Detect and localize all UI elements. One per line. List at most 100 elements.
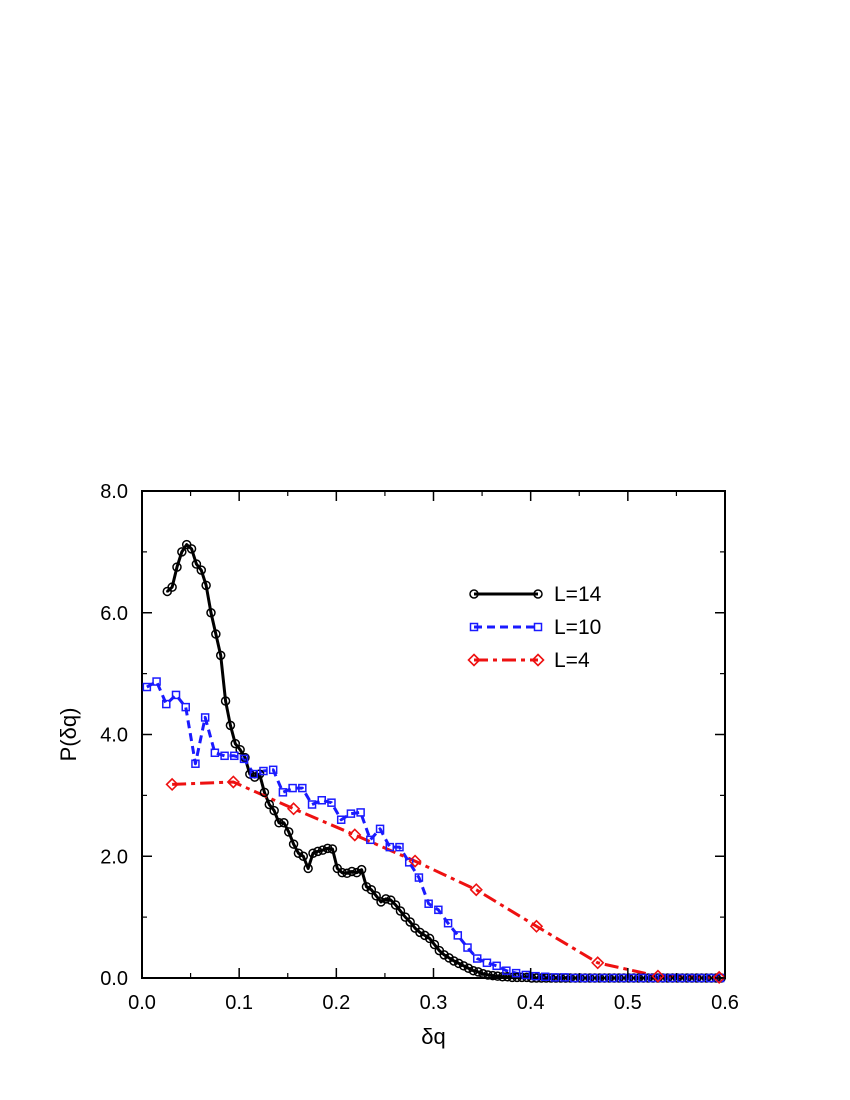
data-point-0 [429,939,440,950]
data-point-0 [415,927,425,938]
data-point-0 [478,968,488,979]
data-point-0 [317,845,328,855]
data-point-dot-0 [428,937,431,940]
data-point-1 [210,748,220,758]
data-point-dot-0 [234,742,237,745]
data-point-0 [279,818,289,828]
data-point-1 [307,800,317,809]
data-point-dot-0 [404,915,407,919]
data-point-1 [531,971,540,981]
data-point-1 [278,788,288,797]
data-point-1 [677,973,686,983]
data-point-1 [375,824,385,834]
data-point-1 [434,905,443,915]
data-point-2 [408,854,422,868]
data-point-2 [529,919,544,933]
data-point-1 [191,759,200,768]
data-point-dot-0 [292,842,295,846]
data-point-1 [414,873,424,882]
data-point-0 [439,950,449,960]
data-point-0 [342,868,352,879]
data-point-0 [376,897,386,907]
data-point-0 [293,848,304,858]
data-point-0 [220,696,231,706]
data-point-dot-0 [229,724,232,727]
data-point-dot-0 [170,585,174,589]
data-point-dot-0 [190,547,193,551]
data-point-1 [356,808,365,817]
data-point-1 [200,713,210,722]
data-point-dot-0 [302,855,305,858]
data-point-0 [381,894,391,904]
legend-marker-0 [533,589,543,599]
data-point-0 [186,544,197,554]
data-point-0 [361,881,372,892]
data-point-1 [404,858,414,867]
data-point-0 [264,799,275,810]
data-point-1 [142,682,152,692]
data-point-1 [259,766,268,776]
y-tick-label: 4.0 [100,725,128,747]
data-point-dot-0 [399,909,402,913]
data-point-0 [269,805,279,816]
data-point-1 [579,973,589,983]
ticks-layer [141,490,726,979]
data-point-dot-0 [379,900,383,904]
marker-layer [142,539,726,985]
data-point-1 [463,943,472,952]
data-point-1 [472,954,482,963]
data-point-1 [152,677,161,686]
data-point-0 [303,863,313,874]
data-point-0 [444,953,454,963]
data-point-1 [618,973,628,983]
data-point-dot-0 [238,748,242,751]
data-point-dot-0 [209,611,213,614]
data-point-dot-0 [418,931,422,934]
legend-marker-1 [533,622,543,632]
data-point-2 [165,777,179,792]
data-point-dot-0 [365,885,368,888]
x-tick-label: 0.3 [420,992,448,1014]
data-point-0 [468,965,479,976]
data-point-2 [226,775,240,789]
data-point-0 [172,562,182,572]
data-point-0 [454,958,464,969]
data-point-1 [327,798,336,807]
data-point-0 [351,867,362,878]
data-point-dot-0 [394,903,397,907]
data-point-2 [712,970,726,985]
data-point-1 [686,973,696,983]
data-point-1 [162,699,171,709]
legend-marker-1 [469,622,479,632]
data-point-1 [288,783,297,793]
data-point-0 [230,738,241,749]
data-point-0 [191,559,202,569]
data-point-0 [235,744,245,755]
data-point-1 [443,918,453,928]
data-point-0 [288,839,299,849]
data-point-dot-0 [360,868,363,871]
data-point-dot-0 [423,934,426,937]
data-point-dot-0 [166,590,169,593]
data-point-dot-0 [185,543,188,546]
data-point-1 [268,765,278,775]
data-point-0 [420,930,430,941]
data-point-0 [283,827,294,837]
data-point-1 [638,973,647,983]
data-point-dot-0 [200,568,203,572]
data-point-0 [371,891,381,901]
y-tick-label: 0.0 [100,968,128,990]
legend-label-0: L=14 [554,583,602,606]
x-tick-label: 0.2 [322,992,350,1014]
data-point-0 [463,963,474,974]
data-point-1 [230,751,239,761]
data-point-2 [469,883,483,897]
data-point-dot-0 [263,791,266,794]
data-point-dot-0 [331,847,334,851]
legend-label-1: L=10 [554,616,601,639]
x-tick-label: 0.4 [517,992,545,1014]
data-point-dot-0 [306,867,310,870]
legend-marker-2 [531,653,545,667]
data-point-0 [327,844,338,854]
